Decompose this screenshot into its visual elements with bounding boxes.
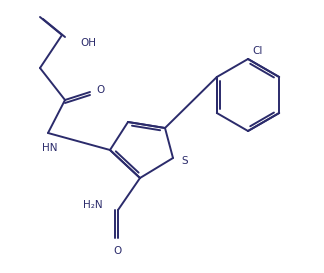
Text: O: O <box>114 246 122 256</box>
Text: Cl: Cl <box>252 46 262 56</box>
Text: H₂N: H₂N <box>83 200 103 210</box>
Text: O: O <box>96 85 104 95</box>
Text: S: S <box>181 156 188 166</box>
Text: OH: OH <box>80 38 96 48</box>
Text: HN: HN <box>42 143 58 153</box>
